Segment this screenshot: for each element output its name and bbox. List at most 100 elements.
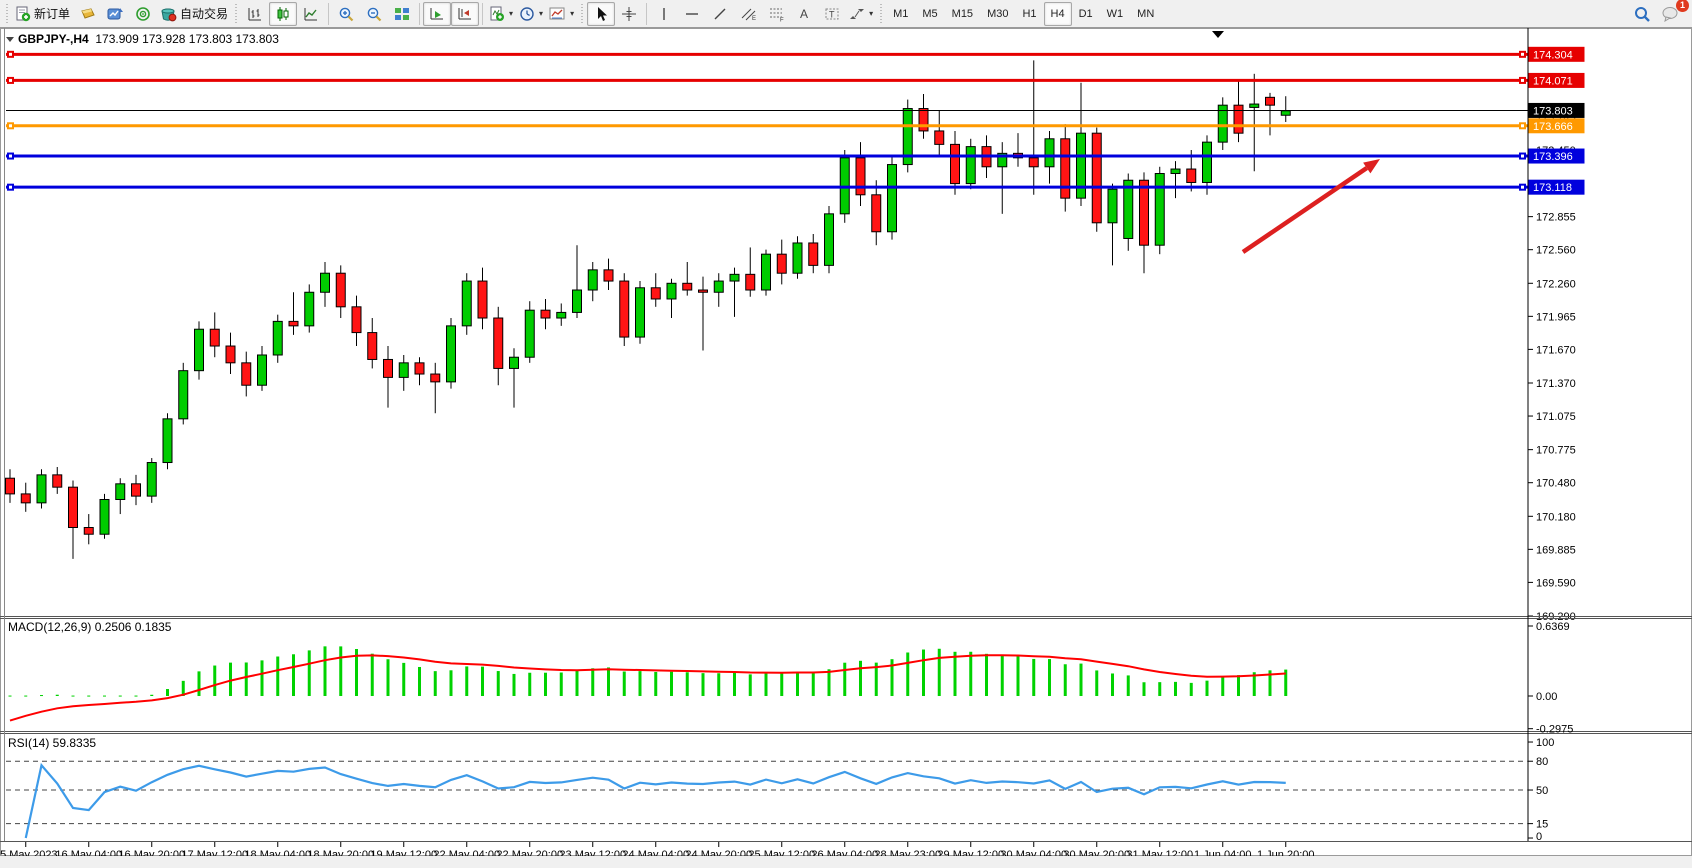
autotrading-button[interactable]: 自动交易 xyxy=(157,2,231,26)
candle xyxy=(335,272,346,308)
macd-bar xyxy=(134,695,138,697)
gold-ingot-icon xyxy=(78,6,96,22)
bar-chart-mode-button[interactable] xyxy=(241,2,269,26)
axis-tag-174.071: 174.071 xyxy=(1519,72,1585,88)
chart-title-collapse-icon[interactable] xyxy=(6,37,14,43)
candle xyxy=(414,362,425,375)
periods-button[interactable]: ▾ xyxy=(516,2,546,26)
candle xyxy=(36,474,47,504)
candle xyxy=(1123,179,1134,239)
timeframe-M5[interactable]: M5 xyxy=(922,7,938,20)
horizontal-line-tool-button[interactable] xyxy=(678,2,706,26)
candle xyxy=(1044,138,1055,168)
macd-bar xyxy=(1237,675,1240,696)
macd-bar xyxy=(638,671,642,696)
candle xyxy=(619,280,630,338)
template-icon xyxy=(549,6,566,22)
toolbar-drag-handle[interactable] xyxy=(878,3,885,24)
candle xyxy=(383,358,393,378)
timeframe-D1[interactable]: D1 xyxy=(1078,7,1093,20)
macd-bar xyxy=(1126,675,1130,696)
equidistant-channel-icon: E xyxy=(740,6,757,22)
toolbar-separator xyxy=(328,2,330,25)
tile-windows-button[interactable] xyxy=(388,2,416,26)
macd-bar xyxy=(811,672,815,696)
candle xyxy=(257,354,267,386)
macd-bar xyxy=(213,665,217,696)
arrows-tool-button[interactable]: ▾ xyxy=(846,2,876,26)
macd-bar xyxy=(859,660,862,696)
timeframe-M15[interactable]: M15 xyxy=(951,7,974,20)
candle xyxy=(729,273,740,282)
axis-tag-173.118: 173.118 xyxy=(1519,179,1585,195)
text-tool-button[interactable]: A xyxy=(790,2,818,26)
candle xyxy=(682,282,693,291)
notifications-button[interactable]: 1 xyxy=(1656,0,1689,26)
svg-text:172.260: 172.260 xyxy=(1536,278,1576,290)
zoom-out-button[interactable] xyxy=(360,2,388,26)
svg-text:1 Jun 20:00: 1 Jun 20:00 xyxy=(1257,849,1315,856)
toolbar-drag-handle[interactable] xyxy=(579,3,586,24)
macd-pane xyxy=(8,646,1288,722)
cursor-tool-button[interactable] xyxy=(587,1,616,26)
candle xyxy=(225,345,236,364)
macd-bar xyxy=(890,659,894,696)
timeframe-H1[interactable]: H1 xyxy=(1022,7,1037,20)
timeframe-H4[interactable]: H4 xyxy=(1043,1,1072,26)
chart-canvas[interactable]: 174.340174.045173.745173.450173.150172.8… xyxy=(0,28,1692,856)
fibonacci-icon: F xyxy=(768,6,785,22)
price-level-line-173.666 xyxy=(6,122,1528,130)
svg-text:173.396: 173.396 xyxy=(1533,151,1573,163)
channel-tool-button[interactable]: E xyxy=(734,2,762,26)
candle xyxy=(131,483,141,497)
svg-text:18 May 04:00: 18 May 04:00 xyxy=(244,849,311,856)
candle xyxy=(761,253,771,291)
templates-button[interactable]: ▾ xyxy=(546,2,577,26)
chart-shift-button[interactable] xyxy=(451,1,480,26)
svg-text:0: 0 xyxy=(1536,831,1542,843)
macd-bar xyxy=(1032,658,1036,696)
timeframe-M1[interactable]: M1 xyxy=(893,7,909,20)
crosshair-tool-button[interactable] xyxy=(615,2,643,26)
deposit-button[interactable] xyxy=(73,2,101,26)
indicators-icon xyxy=(489,6,505,22)
candlestick-mode-button[interactable] xyxy=(269,1,298,26)
macd-pane-label: MACD(12,26,9) 0.2506 0.1835 xyxy=(8,620,171,634)
history-center-button[interactable] xyxy=(101,2,129,26)
macd-bar xyxy=(8,695,12,697)
horizontal-line-icon xyxy=(684,6,700,22)
candle xyxy=(1265,96,1275,106)
timeframe-M30[interactable]: M30 xyxy=(987,7,1009,20)
indicators-button[interactable]: ▾ xyxy=(486,2,516,26)
candle xyxy=(178,370,189,420)
svg-text:16 May 20:00: 16 May 20:00 xyxy=(118,849,185,856)
line-chart-mode-button[interactable] xyxy=(297,2,325,26)
alerts-button[interactable] xyxy=(129,2,157,26)
svg-text:T: T xyxy=(829,9,835,19)
auto-scroll-button[interactable] xyxy=(423,1,452,26)
timeframe-W1[interactable]: W1 xyxy=(1106,7,1124,20)
macd-bar xyxy=(229,662,232,696)
zoom-in-button[interactable] xyxy=(332,2,360,26)
candle xyxy=(1060,138,1071,199)
candle xyxy=(509,356,519,369)
macd-bar xyxy=(575,670,579,696)
new-order-button[interactable]: 新订单 xyxy=(12,2,73,26)
candle xyxy=(1217,104,1228,143)
svg-text:170.180: 170.180 xyxy=(1536,511,1576,523)
macd-bar xyxy=(197,671,201,696)
vertical-line-tool-button[interactable] xyxy=(650,2,678,26)
chart-ohlc-values: 173.909 173.928 173.803 173.803 xyxy=(95,32,279,46)
trendline-tool-button[interactable] xyxy=(706,2,734,26)
search-button[interactable] xyxy=(1628,2,1656,26)
macd-bar xyxy=(1000,654,1004,696)
toolbar-drag-handle[interactable] xyxy=(233,3,240,24)
text-label-tool-button[interactable]: T xyxy=(818,2,846,26)
toolbar-drag-handle[interactable] xyxy=(4,3,10,24)
timeframe-MN[interactable]: MN xyxy=(1137,7,1155,20)
macd-bar xyxy=(764,672,768,696)
macd-bar xyxy=(166,689,169,696)
macd-bar xyxy=(1016,656,1020,696)
macd-bar xyxy=(103,695,106,697)
fibonacci-tool-button[interactable]: F xyxy=(762,2,790,26)
